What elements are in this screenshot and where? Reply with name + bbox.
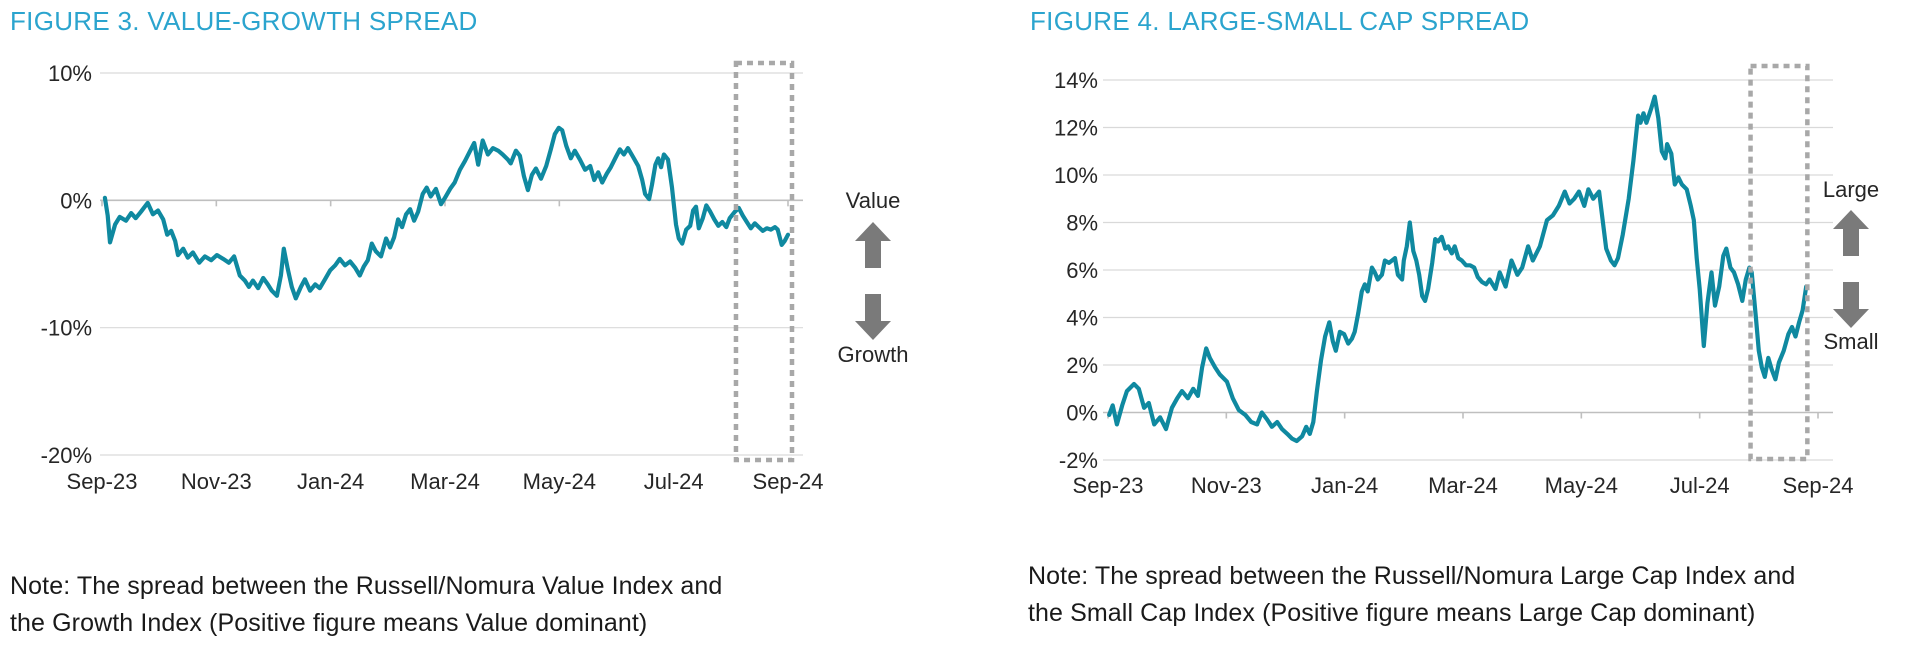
up-arrow-icon xyxy=(1833,210,1869,256)
figure3-series-line xyxy=(102,125,791,301)
x-tick-label: Jan-24 xyxy=(297,469,364,494)
y-tick-label: -20% xyxy=(41,443,92,468)
y-tick-label: 12% xyxy=(1054,116,1098,141)
down-arrow-icon xyxy=(1833,282,1869,328)
large-direction-label: Large xyxy=(1822,177,1880,202)
x-tick-label: Nov-23 xyxy=(181,469,252,494)
up-arrow-icon xyxy=(855,222,891,268)
x-tick-label: May-24 xyxy=(523,469,596,494)
y-tick-label: 10% xyxy=(48,61,92,86)
x-tick-label: Sep-23 xyxy=(67,469,138,494)
y-tick-label: 0% xyxy=(1066,401,1098,426)
y-tick-label: 2% xyxy=(1066,353,1098,378)
y-tick-label: 8% xyxy=(1066,211,1098,236)
x-tick-label: Sep-23 xyxy=(1073,473,1144,498)
highlight-period-box xyxy=(1748,63,1810,462)
y-tick-label: 14% xyxy=(1054,68,1098,93)
y-tick-label: -2% xyxy=(1059,448,1098,473)
x-tick-label: May-24 xyxy=(1545,473,1618,498)
y-tick-label: 6% xyxy=(1066,258,1098,283)
highlight-period-box xyxy=(733,60,795,463)
value-direction-label: Value xyxy=(845,188,901,213)
y-tick-label: -10% xyxy=(41,316,92,341)
x-tick-label: Mar-24 xyxy=(410,469,480,494)
x-tick-label: Sep-24 xyxy=(753,469,824,494)
small-direction-label: Small xyxy=(1823,329,1879,354)
y-tick-label: 10% xyxy=(1054,163,1098,188)
x-tick-label: Nov-23 xyxy=(1191,473,1262,498)
figure4-title: FIGURE 4. LARGE-SMALL CAP SPREAD xyxy=(1030,6,1530,36)
growth-direction-label: Growth xyxy=(837,342,909,367)
figure4-series-line xyxy=(1107,94,1809,444)
x-tick-label: Jan-24 xyxy=(1311,473,1378,498)
x-tick-label: Mar-24 xyxy=(1428,473,1498,498)
figure3-note-line2: the Growth Index (Positive figure means … xyxy=(10,609,648,637)
figure4-note-line1: Note: The spread between the Russell/Nom… xyxy=(1028,562,1796,590)
figure3-title: FIGURE 3. VALUE-GROWTH SPREAD xyxy=(10,6,478,36)
down-arrow-icon xyxy=(855,294,891,340)
figure3-note: Note: The spread between the Russell/Nom… xyxy=(10,568,910,642)
y-tick-label: 4% xyxy=(1066,306,1098,331)
x-tick-label: Jul-24 xyxy=(1670,473,1730,498)
figure4-note: Note: The spread between the Russell/Nom… xyxy=(1028,558,1920,632)
figure3-note-line1: Note: The spread between the Russell/Nom… xyxy=(10,572,723,600)
figure4-note-line2: the Small Cap Index (Positive figure mea… xyxy=(1028,599,1756,627)
y-tick-label: 0% xyxy=(60,188,92,213)
x-tick-label: Sep-24 xyxy=(1783,473,1854,498)
x-tick-label: Jul-24 xyxy=(644,469,704,494)
